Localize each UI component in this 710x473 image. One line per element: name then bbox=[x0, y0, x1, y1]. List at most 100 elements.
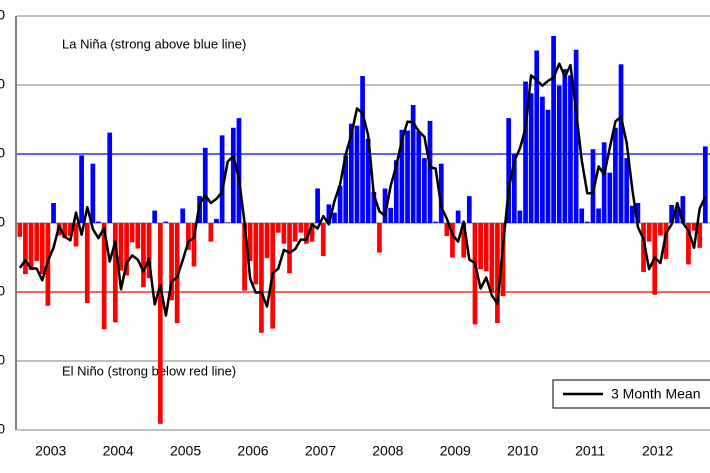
bar bbox=[613, 127, 618, 223]
bar bbox=[146, 223, 152, 279]
bar bbox=[186, 223, 191, 250]
bar bbox=[410, 105, 416, 223]
x-tick-label: 2006 bbox=[237, 443, 268, 459]
annotation: El Niño (strong below red line) bbox=[62, 363, 236, 378]
bar bbox=[489, 223, 495, 293]
bar bbox=[169, 223, 174, 301]
bar bbox=[292, 223, 298, 242]
bar bbox=[680, 196, 686, 223]
bar bbox=[141, 223, 146, 288]
bar bbox=[573, 49, 579, 224]
annotation: La Niña (strong above blue line) bbox=[62, 36, 246, 51]
bar bbox=[124, 223, 129, 276]
bar bbox=[264, 223, 270, 259]
bar bbox=[405, 130, 410, 223]
y-tick-label: 20 bbox=[0, 76, 5, 92]
bar bbox=[112, 223, 118, 323]
bar bbox=[624, 158, 630, 223]
bar bbox=[697, 223, 703, 248]
bar bbox=[674, 208, 680, 223]
bar bbox=[208, 223, 214, 242]
bar bbox=[320, 223, 326, 257]
bar bbox=[702, 146, 708, 223]
bar bbox=[534, 50, 540, 223]
x-tick-label: 2009 bbox=[440, 443, 471, 459]
bar bbox=[523, 81, 528, 223]
bar bbox=[618, 64, 624, 223]
x-tick-label: 2007 bbox=[305, 443, 336, 459]
bar bbox=[309, 223, 315, 242]
y-tick-label: 10 bbox=[0, 145, 5, 161]
y-tick-label: 0 bbox=[0, 214, 5, 230]
bar bbox=[686, 223, 691, 265]
bar bbox=[191, 223, 197, 267]
bar bbox=[635, 202, 641, 223]
bar bbox=[371, 191, 377, 223]
bar bbox=[562, 69, 568, 223]
bar bbox=[472, 223, 478, 325]
bar bbox=[601, 142, 607, 223]
bar bbox=[259, 223, 264, 333]
y-tick-label: 30 bbox=[0, 7, 5, 23]
line bbox=[18, 62, 707, 317]
bar bbox=[511, 154, 517, 223]
bar bbox=[287, 223, 292, 274]
bar bbox=[517, 210, 523, 223]
bar bbox=[230, 127, 236, 223]
bar bbox=[236, 118, 242, 223]
bar bbox=[382, 188, 388, 223]
bar bbox=[135, 223, 141, 249]
bar bbox=[607, 172, 613, 223]
bar bbox=[34, 223, 40, 261]
bar bbox=[202, 147, 208, 223]
bar bbox=[669, 205, 674, 223]
bar bbox=[17, 223, 23, 237]
bar bbox=[590, 149, 596, 223]
bar bbox=[466, 196, 472, 223]
bar bbox=[641, 223, 646, 272]
bar bbox=[438, 163, 444, 223]
bar bbox=[281, 223, 287, 244]
bar bbox=[354, 125, 360, 223]
bar bbox=[399, 129, 405, 223]
bar bbox=[332, 212, 337, 223]
bar bbox=[388, 207, 394, 223]
bar bbox=[365, 138, 371, 223]
bar bbox=[551, 36, 556, 224]
y-tick-label: -10 bbox=[0, 283, 5, 299]
bar bbox=[219, 135, 225, 223]
bar bbox=[629, 205, 635, 223]
y-tick-label: -20 bbox=[0, 352, 5, 368]
bar bbox=[455, 210, 461, 223]
bar bbox=[483, 223, 489, 272]
bar bbox=[174, 223, 180, 324]
bar bbox=[326, 204, 332, 223]
bar bbox=[658, 223, 663, 236]
bar bbox=[691, 223, 697, 231]
bar bbox=[28, 223, 34, 270]
bar bbox=[101, 223, 107, 330]
bar bbox=[427, 120, 433, 223]
x-tick-label: 2005 bbox=[170, 443, 201, 459]
bar bbox=[495, 223, 500, 324]
bar bbox=[348, 123, 354, 223]
bar bbox=[416, 131, 422, 223]
x-tick-label: 2011 bbox=[575, 443, 605, 459]
bar bbox=[84, 223, 90, 304]
bar bbox=[433, 221, 438, 223]
bar bbox=[62, 223, 68, 239]
bar bbox=[528, 93, 534, 223]
bar bbox=[461, 223, 467, 258]
bar bbox=[90, 163, 96, 223]
x-tick-label: 2008 bbox=[372, 443, 403, 459]
bar bbox=[422, 158, 427, 223]
bar bbox=[579, 208, 585, 223]
bar bbox=[545, 109, 551, 223]
bar bbox=[377, 223, 382, 253]
bar bbox=[68, 223, 73, 237]
bar bbox=[214, 218, 219, 223]
bar bbox=[96, 221, 101, 223]
bar bbox=[51, 202, 56, 223]
bar bbox=[253, 223, 259, 285]
bar bbox=[444, 223, 450, 237]
